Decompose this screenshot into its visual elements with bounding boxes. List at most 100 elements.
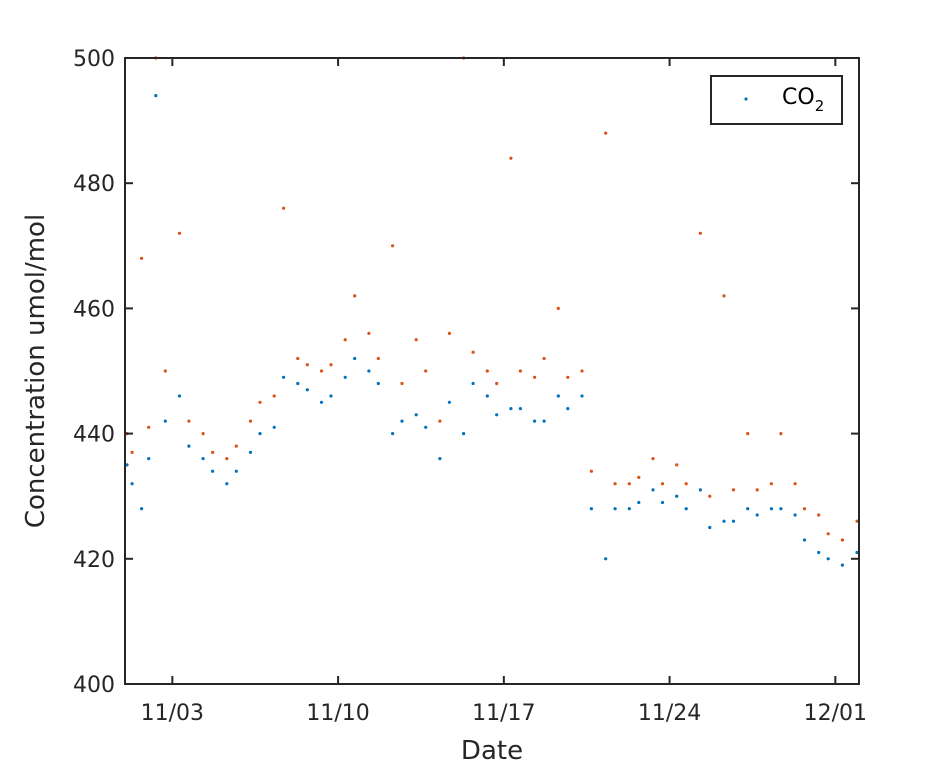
data-point	[140, 256, 144, 260]
data-point	[471, 381, 475, 386]
data-point	[258, 400, 262, 404]
data-point	[637, 500, 641, 505]
x-tick-label: 11/24	[638, 701, 701, 726]
data-point	[802, 507, 807, 511]
data-point	[855, 519, 859, 523]
data-point	[305, 363, 309, 367]
data-point	[329, 394, 333, 398]
x-axis-label: Date	[461, 736, 523, 766]
data-point	[495, 413, 499, 417]
data-point	[125, 463, 129, 467]
data-point	[722, 294, 726, 298]
legend-marker	[744, 97, 748, 101]
data-point	[130, 482, 134, 486]
data-point	[462, 432, 466, 436]
data-point	[353, 294, 357, 298]
data-point	[566, 407, 570, 411]
x-tick-label: 11/10	[306, 701, 369, 726]
data-point	[248, 450, 253, 454]
legend-label-main: CO	[782, 85, 815, 110]
data-point	[660, 482, 665, 486]
data-point	[651, 488, 655, 492]
data-point	[826, 532, 830, 536]
data-point	[589, 507, 594, 511]
data-point	[248, 419, 253, 423]
data-point	[793, 482, 797, 486]
data-point	[163, 419, 167, 423]
data-point	[211, 469, 215, 473]
y-tick-label: 460	[73, 297, 115, 322]
data-point	[319, 400, 324, 404]
data-point	[163, 369, 167, 373]
data-point	[211, 450, 215, 454]
data-point	[675, 494, 679, 498]
series-1	[125, 94, 859, 567]
data-point	[177, 394, 182, 398]
y-tick-label: 480	[73, 172, 115, 197]
data-point	[542, 356, 546, 361]
data-point	[627, 507, 631, 511]
data-point	[509, 156, 513, 160]
data-point	[258, 432, 262, 436]
data-point	[660, 500, 665, 505]
data-point	[566, 375, 570, 379]
data-point	[177, 231, 182, 235]
data-point	[698, 488, 703, 492]
axes-box	[124, 57, 860, 685]
data-point	[518, 407, 523, 411]
data-point	[367, 331, 371, 335]
data-point	[518, 369, 523, 373]
data-point	[779, 432, 783, 436]
data-point	[485, 369, 489, 373]
data-point	[201, 432, 205, 436]
data-point	[187, 419, 191, 423]
data-point	[376, 356, 380, 361]
data-point	[627, 482, 631, 486]
data-point	[589, 469, 594, 473]
data-point	[556, 306, 560, 310]
data-point	[580, 394, 584, 398]
data-point	[556, 394, 560, 398]
data-point	[201, 457, 205, 461]
data-point	[414, 413, 418, 417]
data-point	[708, 494, 712, 498]
data-point	[400, 381, 404, 386]
data-point	[826, 557, 830, 561]
data-point	[580, 369, 584, 373]
data-point	[675, 463, 679, 467]
data-point	[272, 394, 276, 398]
data-point	[746, 507, 750, 511]
data-point	[147, 457, 151, 461]
legend-label: CO2	[782, 85, 824, 115]
data-point	[802, 538, 807, 542]
data-point	[533, 375, 537, 379]
data-point	[746, 432, 750, 436]
data-point	[414, 338, 418, 342]
plot-area	[125, 58, 859, 684]
data-point	[296, 356, 300, 361]
y-tick-label: 440	[73, 423, 115, 448]
data-point	[438, 419, 442, 423]
data-point	[731, 488, 736, 492]
y-tick-label: 420	[73, 548, 115, 573]
y-tick-label: 500	[73, 47, 115, 72]
data-point	[147, 425, 151, 429]
data-point	[438, 457, 442, 461]
data-point	[684, 507, 688, 511]
data-point	[447, 400, 451, 404]
y-tick-label: 400	[73, 673, 115, 698]
data-point	[755, 488, 759, 492]
data-point	[509, 407, 513, 411]
x-tick-label: 11/17	[472, 701, 535, 726]
data-point	[282, 206, 286, 210]
data-point	[296, 381, 300, 386]
data-point	[353, 356, 357, 361]
data-point	[187, 444, 191, 448]
data-point	[731, 519, 736, 523]
data-point	[542, 419, 546, 423]
data-point	[855, 550, 859, 555]
data-point	[684, 482, 688, 486]
x-tick-label: 12/01	[804, 701, 867, 726]
series-layer	[125, 56, 859, 567]
